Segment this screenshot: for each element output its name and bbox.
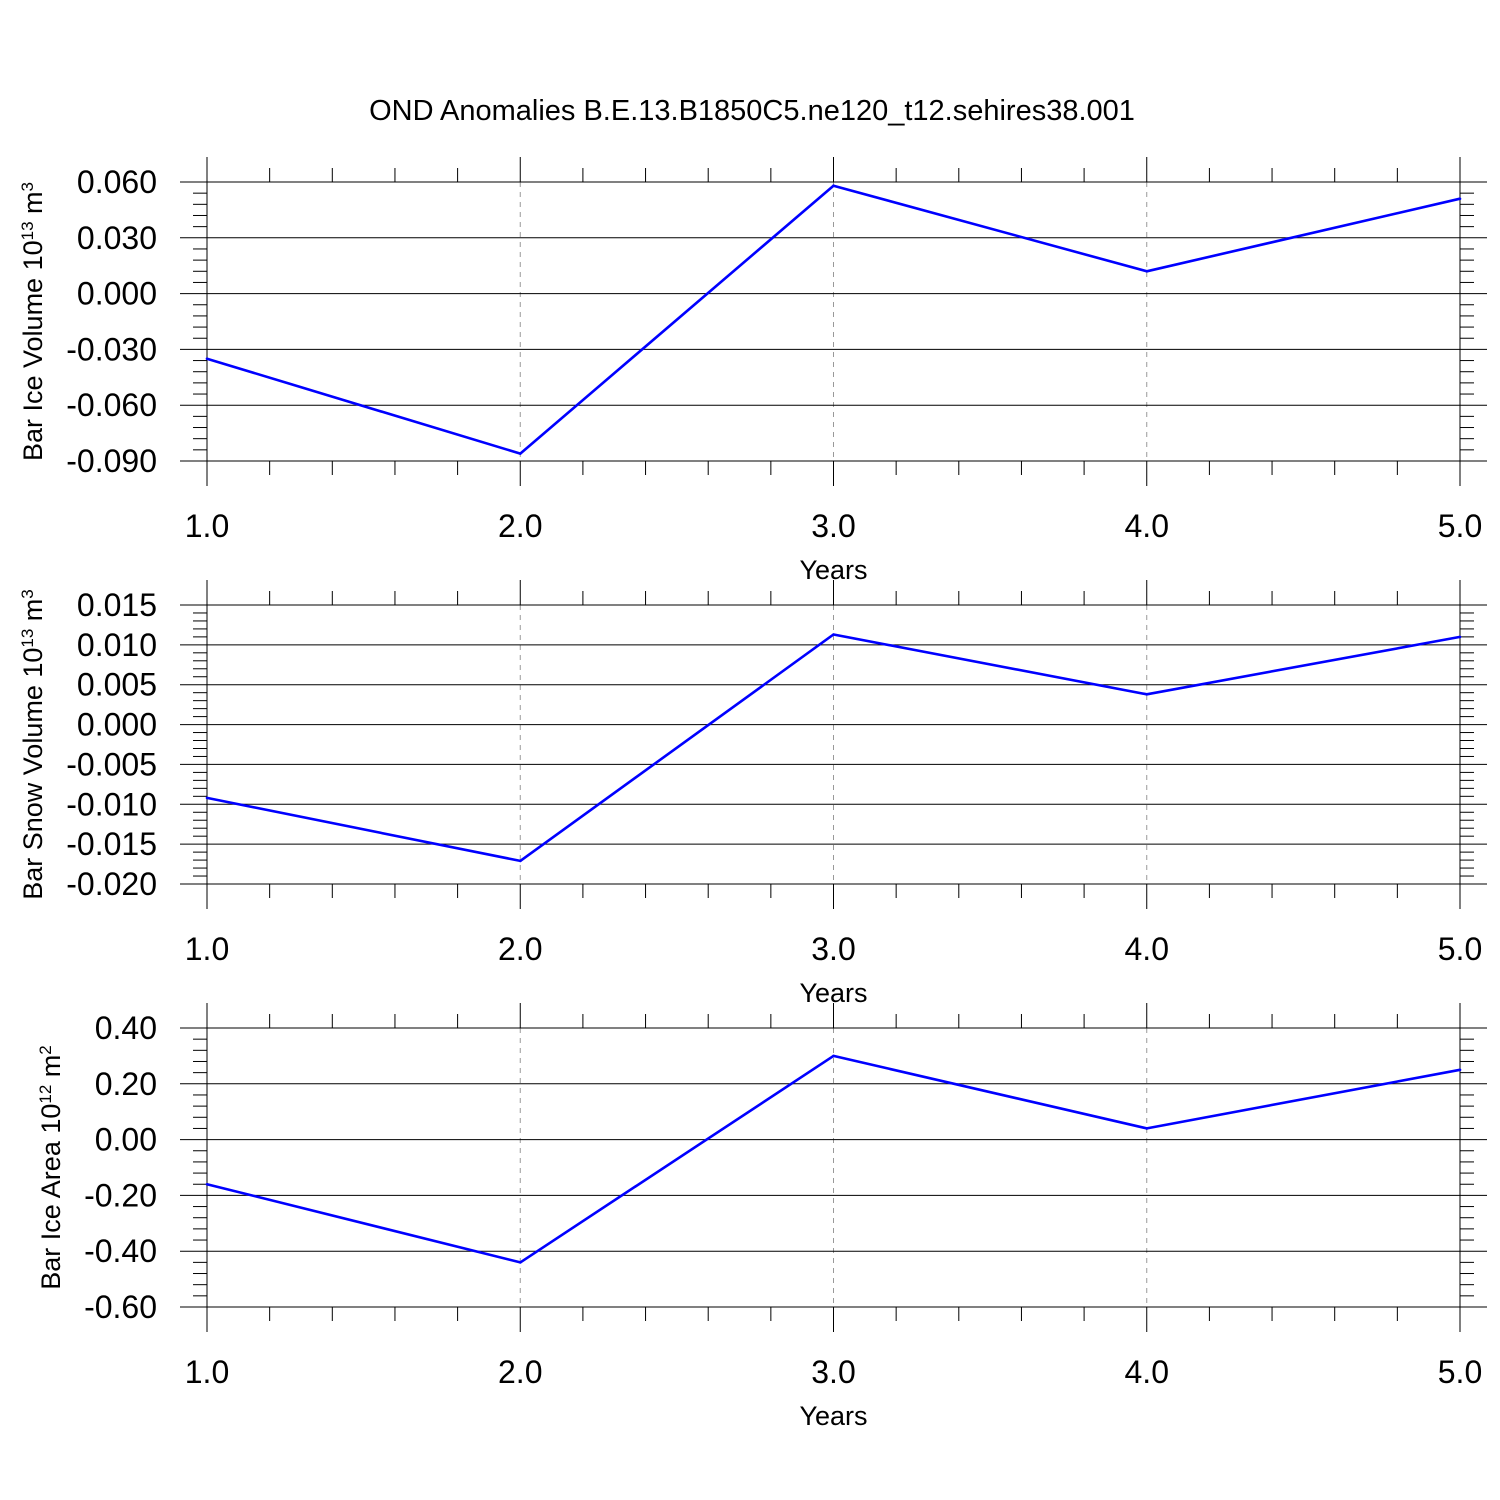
y-tick-label: -0.010 <box>66 786 157 822</box>
y-tick-label: -0.005 <box>66 746 157 782</box>
data-point <box>205 796 209 800</box>
data-point <box>518 859 522 863</box>
y-tick-label: 0.00 <box>95 1122 157 1158</box>
y-axis-title-unit: m <box>18 599 48 629</box>
y-axis-title: Bar Ice Volume 1013 m3 <box>18 182 49 461</box>
x-tick-label: 2.0 <box>498 508 542 544</box>
chart-panel-1: -0.090 -0.060 -0.030 0.000 0.030 0.060 1.0 2.0 3… <box>18 157 1487 585</box>
y-tick-label: -0.060 <box>66 387 157 423</box>
y-axis-title-unit-exponent: 3 <box>18 589 37 598</box>
y-tick-label: 0.060 <box>77 164 157 200</box>
x-tick-label: 5.0 <box>1438 508 1482 544</box>
data-point <box>832 633 835 636</box>
y-tick-label: -0.015 <box>66 826 157 862</box>
chart-title: OND Anomalies B.E.13.B1850C5.ne120_t12.s… <box>369 95 1135 127</box>
x-tick-label: 1.0 <box>185 508 229 544</box>
y-axis-title-unit-exponent: 2 <box>36 1045 55 1054</box>
x-tick-label: 3.0 <box>811 508 855 544</box>
y-axis-title: Bar Ice Area 1012 m2 <box>36 1045 67 1290</box>
data-point <box>1458 197 1462 201</box>
x-tick-label: 5.0 <box>1438 931 1482 967</box>
y-axis-title-text: Bar Ice Volume 10 <box>18 240 48 461</box>
y-axis-title-exponent: 12 <box>36 1085 55 1104</box>
y-tick-label: 0.015 <box>77 587 157 623</box>
data-point <box>1145 692 1149 696</box>
data-point <box>832 1054 835 1058</box>
y-tick-label: 0.000 <box>77 707 157 743</box>
x-tick-label: 4.0 <box>1125 508 1169 544</box>
y-axis-title: Bar Snow Volume 1013 m3 <box>18 589 49 900</box>
chart-panel-3: -0.60 -0.40 -0.20 0.00 0.20 0.40 1.0 2.0 3.0 4.0 5… <box>36 1003 1487 1431</box>
y-tick-label: -0.60 <box>84 1289 157 1325</box>
data-point <box>205 357 209 361</box>
data-point <box>1145 1127 1149 1130</box>
y-tick-label: 0.005 <box>77 667 157 703</box>
x-tick-label: 2.0 <box>498 931 542 967</box>
y-tick-label: -0.090 <box>66 443 157 479</box>
x-tick-label: 4.0 <box>1125 931 1169 967</box>
y-axis-title-unit: m <box>18 191 48 221</box>
x-tick-label: 1.0 <box>185 1354 229 1390</box>
y-tick-label: -0.20 <box>84 1177 157 1213</box>
y-tick-label: -0.030 <box>66 331 157 367</box>
y-axis-title-text: Bar Ice Area 10 <box>36 1104 66 1290</box>
x-tick-label: 5.0 <box>1438 1354 1482 1390</box>
y-axis-title-text: Bar Snow Volume 10 <box>18 648 48 900</box>
y-tick-label: 0.030 <box>77 220 157 256</box>
y-axis-title-unit-exponent: 3 <box>18 182 37 191</box>
data-point <box>832 184 835 188</box>
y-axis-title-exponent: 13 <box>18 629 37 648</box>
y-tick-label: -0.020 <box>66 866 157 902</box>
y-tick-label: 0.000 <box>77 276 157 312</box>
data-point <box>1458 635 1462 639</box>
y-axis-title-unit: m <box>36 1055 66 1085</box>
x-tick-label: 4.0 <box>1125 1354 1169 1390</box>
x-tick-label: 1.0 <box>185 931 229 967</box>
x-tick-label: 2.0 <box>498 1354 542 1390</box>
data-point <box>1458 1068 1462 1072</box>
y-tick-label: 0.40 <box>95 1010 157 1046</box>
y-axis-title-exponent: 13 <box>18 221 37 240</box>
data-point <box>518 1261 522 1264</box>
x-tick-label: 3.0 <box>811 931 855 967</box>
data-point <box>205 1182 209 1186</box>
y-tick-label: 0.20 <box>95 1066 157 1102</box>
y-tick-label: 0.010 <box>77 627 157 663</box>
chart-panels: -0.090 -0.060 -0.030 0.000 0.030 0.060 1.0 2.0 3… <box>18 157 1487 1431</box>
y-tick-label: -0.40 <box>84 1233 157 1269</box>
data-point <box>518 452 522 455</box>
data-point <box>1145 269 1149 273</box>
x-axis-title: Years <box>799 1401 867 1431</box>
x-tick-label: 3.0 <box>811 1354 855 1390</box>
